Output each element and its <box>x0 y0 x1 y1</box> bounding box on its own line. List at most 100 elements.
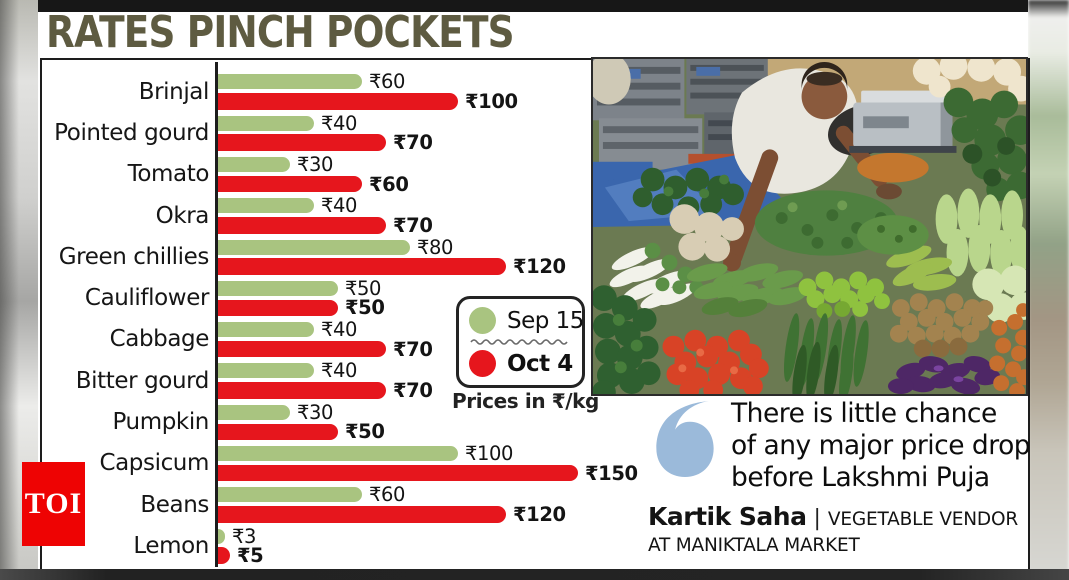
category-label: Brinjal <box>138 78 210 105</box>
legend-sep15-dot-icon <box>469 307 496 334</box>
legend-oct4-label: Oct 4 <box>507 350 573 377</box>
bar-oct4 <box>218 340 386 358</box>
value-label: ₹30 <box>297 152 334 176</box>
prices-unit-note: Prices in ₹/kg <box>452 389 599 413</box>
bar-oct4 <box>218 258 506 275</box>
value-label: ₹40 <box>321 318 358 342</box>
bar-group: ₹60 ₹100 <box>218 70 778 113</box>
bottle-gourds <box>935 188 1026 278</box>
bar-oct4 <box>218 382 386 399</box>
bar-oct4 <box>218 547 230 564</box>
bar-oct4 <box>218 464 578 482</box>
bar-group: ₹30 ₹50 <box>218 400 778 444</box>
attribution-name: Kartik Saha <box>648 502 807 531</box>
value-label: ₹80 <box>417 235 454 259</box>
value-label: ₹70 <box>393 131 433 155</box>
bar-sep15 <box>218 487 362 503</box>
bar-group: ₹50 ₹50 <box>218 277 778 320</box>
category-label: Beans <box>140 491 209 518</box>
value-label: ₹50 <box>345 420 385 444</box>
chart-row: Cauliflower ₹50 ₹50 <box>42 277 782 320</box>
green-bananas <box>886 245 957 291</box>
weighing-scale <box>849 90 957 153</box>
bar-sep15 <box>218 198 314 214</box>
bar-group: ₹60 ₹120 <box>218 483 778 526</box>
page-title: RATES PINCH POCKETS <box>46 7 515 58</box>
value-label: ₹30 <box>297 400 334 424</box>
category-label: Cauliflower <box>84 285 209 312</box>
cauliflowers <box>912 59 1026 102</box>
carrot-pile <box>989 303 1026 394</box>
legend-sep15-label: Sep 15 <box>507 307 584 334</box>
bar-group: ₹40 ₹70 <box>218 194 778 237</box>
leafy-greens-bottom-left <box>593 285 661 394</box>
chart-legend: Sep 15 Oct 4 <box>456 296 585 388</box>
value-label: ₹40 <box>321 194 358 218</box>
chart-row: Brinjal ₹60 ₹100 <box>42 70 782 113</box>
value-label: ₹150 <box>585 461 638 485</box>
category-label: Okra <box>155 202 210 229</box>
pale-squash <box>972 265 1026 323</box>
tomato-pile <box>662 329 769 394</box>
chart-axis-line <box>215 62 218 567</box>
lime-pile <box>798 271 890 319</box>
bar-sep15 <box>218 404 290 420</box>
bar-oct4 <box>218 134 386 151</box>
okra-pile <box>857 215 929 255</box>
bar-oct4 <box>218 175 362 193</box>
value-label: ₹40 <box>321 359 358 383</box>
bar-sep15 <box>218 115 314 131</box>
chart-row: Pointed gourd ₹40 ₹70 <box>42 111 782 155</box>
legend-oct4-dot-icon <box>469 350 496 377</box>
potato-pile <box>889 293 994 358</box>
bar-oct4 <box>218 217 386 234</box>
attribution-role: VEGETABLE VENDOR AT MANIKTALA MARKET <box>648 509 1018 556</box>
attribution-separator: | <box>813 506 821 531</box>
coriander-bunches <box>632 167 744 219</box>
bar-group: ₹40 ₹70 <box>218 111 778 155</box>
hanging-greens <box>943 87 1026 202</box>
vendor-quote: There is little chance of any major pric… <box>731 398 1031 493</box>
bar-sep15 <box>218 446 458 462</box>
value-label: ₹70 <box>393 337 433 361</box>
blurred-left-edge <box>0 0 38 580</box>
chart-row: Lemon ₹3 ₹5 <box>42 524 782 568</box>
bar-oct4 <box>218 93 458 110</box>
wavy-divider-icon <box>470 339 568 345</box>
value-label: ₹40 <box>321 111 358 135</box>
toi-logo: TOI <box>22 462 85 546</box>
toi-logo-text: TOI <box>24 487 83 520</box>
quote-mark-icon <box>656 400 714 478</box>
value-label: ₹70 <box>393 213 433 237</box>
bar-sep15 <box>218 363 314 379</box>
bar-sep15 <box>218 528 225 544</box>
chart-row: Capsicum ₹100 ₹150 <box>42 442 782 485</box>
category-label: Pumpkin <box>112 409 209 436</box>
value-label: ₹60 <box>369 483 406 507</box>
chart-row: Bitter gourd ₹40 ₹70 <box>42 359 782 403</box>
bar-sep15 <box>218 156 290 172</box>
quote-attribution: Kartik Saha | VEGETABLE VENDOR AT MANIKTAL… <box>648 504 1040 559</box>
value-label: ₹70 <box>393 379 433 403</box>
long-beans <box>783 313 869 394</box>
chart-rows: Brinjal ₹60 ₹100 Pointed gourd ₹40 ₹70 Tomato ₹… <box>42 70 782 568</box>
value-label: ₹60 <box>369 70 406 94</box>
bar-group: ₹3 ₹5 <box>218 524 778 568</box>
legend-row-sep15: Sep 15 <box>469 307 584 334</box>
top-black-bar <box>38 0 1028 12</box>
value-label: ₹50 <box>345 296 385 320</box>
bar-oct4 <box>218 506 506 523</box>
category-label: Green chillies <box>58 243 210 270</box>
vegetable-market-photo <box>591 57 1028 396</box>
bottom-black-bar <box>0 569 1069 580</box>
value-label: ₹5 <box>237 544 264 568</box>
chart-row: Tomato ₹30 ₹60 <box>42 152 782 196</box>
legend-row-oct4: Oct 4 <box>469 350 573 377</box>
bar-group: ₹40 ₹70 <box>218 318 778 361</box>
bar-oct4 <box>218 423 338 441</box>
bar-sep15 <box>218 322 314 338</box>
chart-row: Beans ₹60 ₹120 <box>42 483 782 526</box>
value-label: ₹3 <box>232 524 257 548</box>
bar-sep15 <box>218 74 362 90</box>
category-label: Bitter gourd <box>75 367 210 394</box>
